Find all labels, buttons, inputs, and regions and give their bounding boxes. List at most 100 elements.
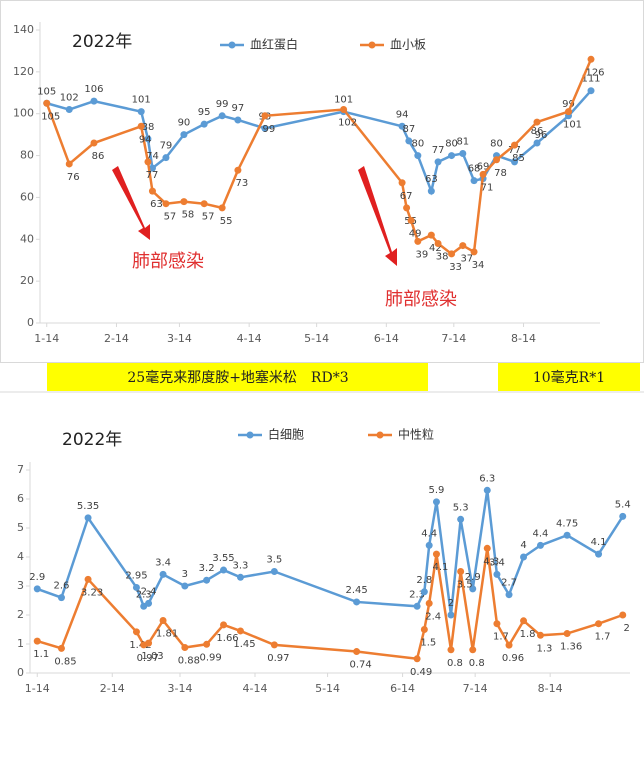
x-tick-label: 6-14 xyxy=(374,332,399,345)
data-label: 33 xyxy=(449,262,462,273)
point xyxy=(181,582,189,590)
point xyxy=(353,598,361,606)
legend-marker xyxy=(376,431,384,439)
point xyxy=(413,655,421,663)
data-label: 101 xyxy=(334,95,353,106)
point xyxy=(470,248,478,256)
point xyxy=(57,594,65,602)
point xyxy=(180,198,188,206)
point xyxy=(162,200,170,208)
data-label: 2.4 xyxy=(141,586,157,597)
legend-marker xyxy=(228,41,236,49)
y-tick-label: 1 xyxy=(17,637,24,650)
data-label: 74 xyxy=(146,151,159,162)
data-label: 0.8 xyxy=(447,658,463,669)
data-label: 105 xyxy=(41,111,60,122)
point xyxy=(469,585,477,593)
point xyxy=(148,164,156,172)
point xyxy=(425,599,433,607)
legend-label: 中性粒 xyxy=(398,427,434,442)
point xyxy=(270,641,278,649)
series-line xyxy=(36,548,624,661)
data-label: 2 xyxy=(624,623,630,634)
legend-marker xyxy=(368,41,376,49)
point xyxy=(427,187,435,195)
point xyxy=(619,611,627,619)
data-label: 5.3 xyxy=(453,502,469,513)
point xyxy=(479,170,487,178)
data-label: 3.55 xyxy=(212,553,234,564)
point xyxy=(203,576,211,584)
point xyxy=(483,486,491,494)
point xyxy=(563,531,571,539)
point xyxy=(505,641,513,649)
data-label: 3.2 xyxy=(199,563,215,574)
data-label: 1.1 xyxy=(33,649,49,660)
data-label: 102 xyxy=(338,118,357,129)
x-tick-label: 7-14 xyxy=(441,332,466,345)
data-label: 3.23 xyxy=(81,587,103,598)
y-tick-label: 0 xyxy=(27,316,34,329)
point xyxy=(533,118,541,126)
point xyxy=(447,611,455,619)
data-label: 0.88 xyxy=(178,655,200,666)
point xyxy=(137,108,145,116)
data-label: 0.96 xyxy=(502,653,524,664)
data-label: 39 xyxy=(415,249,428,260)
point xyxy=(533,139,541,147)
point xyxy=(137,122,145,130)
point xyxy=(413,602,421,610)
data-label: 80 xyxy=(411,139,424,150)
point xyxy=(520,617,528,625)
point xyxy=(148,187,156,195)
data-label: 0.8 xyxy=(469,658,485,669)
data-label: 99 xyxy=(562,99,575,110)
x-tick-label: 1-14 xyxy=(25,682,50,695)
data-label: 3.5 xyxy=(266,555,282,566)
data-label: 2.45 xyxy=(345,585,367,596)
point xyxy=(520,553,528,561)
chart-title: 2022年 xyxy=(72,32,132,52)
point xyxy=(145,599,153,607)
data-label: 2.8 xyxy=(416,575,432,586)
data-label: 2.95 xyxy=(125,570,147,581)
data-label: 94 xyxy=(396,109,409,120)
data-label: 63 xyxy=(150,199,163,210)
point xyxy=(563,630,571,638)
point xyxy=(619,512,627,520)
y-tick-label: 5 xyxy=(17,521,24,534)
y-tick-label: 60 xyxy=(20,190,34,203)
y-tick-label: 40 xyxy=(20,232,34,245)
data-label: 58 xyxy=(182,210,195,221)
data-label: 0.99 xyxy=(199,652,221,663)
data-label: 126 xyxy=(585,67,604,78)
annotation: 肺部感染 xyxy=(385,289,457,310)
x-tick-label: 1-14 xyxy=(34,332,59,345)
treatment-band xyxy=(498,363,640,391)
data-label: 4.1 xyxy=(591,537,607,548)
data-label: 4.1 xyxy=(432,562,448,573)
data-label: 3.4 xyxy=(489,557,505,568)
data-label: 55 xyxy=(220,216,233,227)
point xyxy=(340,106,348,114)
point xyxy=(432,550,440,558)
point xyxy=(132,628,140,636)
chart-title: 2022年 xyxy=(62,430,122,450)
point xyxy=(200,120,208,128)
point xyxy=(90,97,98,105)
point xyxy=(145,639,153,647)
data-label: 111 xyxy=(581,74,600,85)
point xyxy=(505,591,513,599)
series-line xyxy=(46,89,592,196)
point xyxy=(159,617,167,625)
data-label: 0.97 xyxy=(267,653,289,664)
y-tick-label: 20 xyxy=(20,274,34,287)
data-label: 4.75 xyxy=(556,518,578,529)
point xyxy=(159,570,167,578)
y-tick-label: 6 xyxy=(17,492,24,505)
point xyxy=(132,583,140,591)
data-label: 2 xyxy=(448,598,454,609)
data-label: 97 xyxy=(232,103,245,114)
data-label: 94 xyxy=(139,134,152,145)
